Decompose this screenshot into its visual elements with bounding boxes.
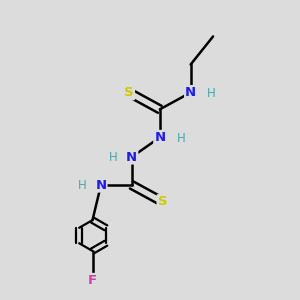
Text: S: S [124,86,134,99]
Text: H: H [109,151,118,164]
Text: N: N [185,86,196,99]
Text: S: S [158,195,167,208]
Text: H: H [207,87,216,101]
Text: N: N [95,178,106,192]
Text: F: F [88,274,97,287]
Text: N: N [154,131,165,144]
Text: H: H [78,178,87,192]
Text: N: N [126,151,137,164]
Text: H: H [176,132,185,145]
